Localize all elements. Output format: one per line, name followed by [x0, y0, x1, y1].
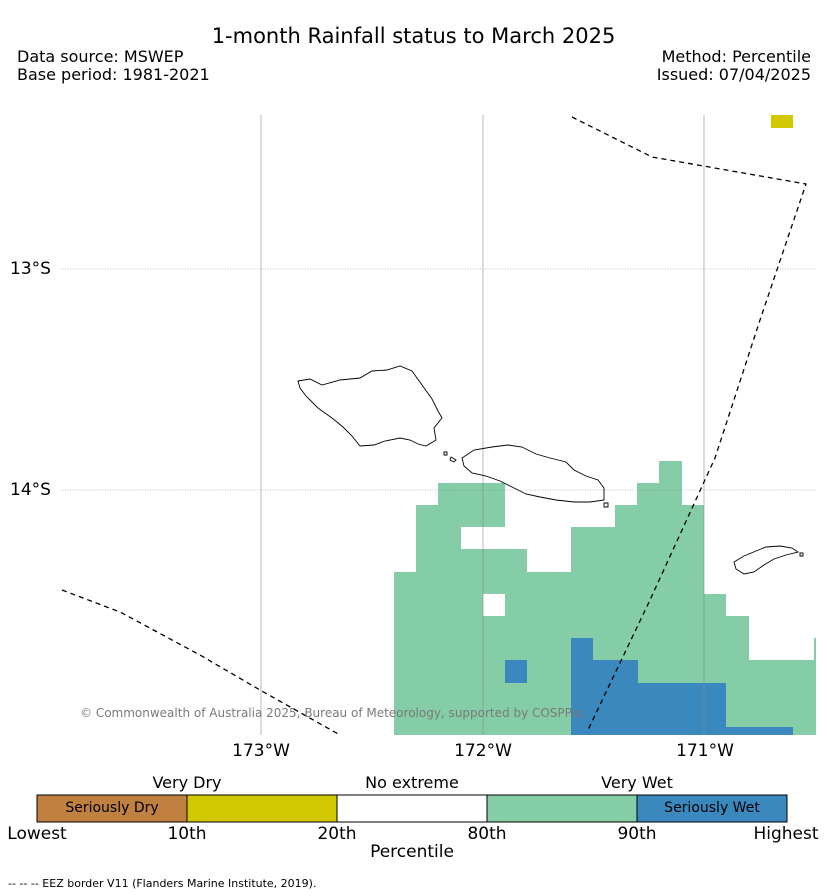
apolima-island [443, 451, 448, 456]
lon-label-173w: 173°W [232, 741, 290, 761]
legend-swatch-very-wet [487, 795, 637, 822]
issued-date: Issued: 07/04/2025 [656, 65, 811, 84]
copyright-notice: © Commonwealth of Australia 2025, Bureau… [80, 706, 586, 720]
legend-group-very-dry: Very Dry [152, 773, 222, 792]
map-panel [60, 115, 816, 736]
lat-label-13s: 13°S [10, 259, 51, 279]
legend-swatch-no-extreme [337, 795, 487, 822]
legend-label-seriously-wet: Seriously Wet [664, 800, 760, 816]
savaii-island [297, 365, 443, 447]
legend-label-seriously-dry: Seriously Dry [65, 800, 159, 816]
legend-tick-lowest: Lowest [7, 824, 67, 844]
legend-tick-80th: 80th [467, 824, 507, 844]
gridlines [60, 115, 816, 735]
tutuila-island [733, 545, 800, 575]
footnote: -- -- -- EEZ border V11 (Flanders Marine… [8, 877, 317, 890]
base-period: Base period: 1981-2021 [17, 65, 210, 84]
legend-tick-20th: 20th [317, 824, 357, 844]
lat-label-14s: 14°S [10, 480, 51, 500]
data-source: Data source: MSWEP [17, 47, 184, 66]
upolu-island [461, 444, 605, 503]
meta-right: Method: Percentile Issued: 07/04/2025 [657, 48, 811, 84]
meta-left: Data source: MSWEP Base period: 1981-202… [17, 48, 210, 84]
lon-label-171w: 171°W [676, 741, 734, 761]
islet [603, 502, 609, 508]
legend-tick-10th: 10th [167, 824, 207, 844]
legend-group-no-extreme: No extreme [365, 773, 459, 792]
map-title: 1-month Rainfall status to March 2025 [211, 24, 616, 48]
legend-tick-90th: 90th [617, 824, 657, 844]
eez-border [61, 116, 807, 736]
legend-colorbar [36, 794, 788, 823]
islands [297, 365, 804, 575]
very-dry-cell [771, 115, 793, 128]
legend-group-very-wet: Very Wet [601, 773, 673, 792]
legend-swatch-very-dry [187, 795, 337, 822]
legend-tick-highest: Highest [753, 824, 819, 844]
manono-island [449, 456, 457, 463]
method: Method: Percentile [661, 47, 811, 66]
legend-swatch-seriously-wet [637, 795, 787, 822]
lon-label-172w: 172°W [454, 741, 512, 761]
aunuu-island [799, 552, 804, 557]
legend-swatch-seriously-dry [37, 795, 187, 822]
legend-axis-title: Percentile [370, 842, 454, 862]
seriously-wet-cells [505, 638, 793, 735]
